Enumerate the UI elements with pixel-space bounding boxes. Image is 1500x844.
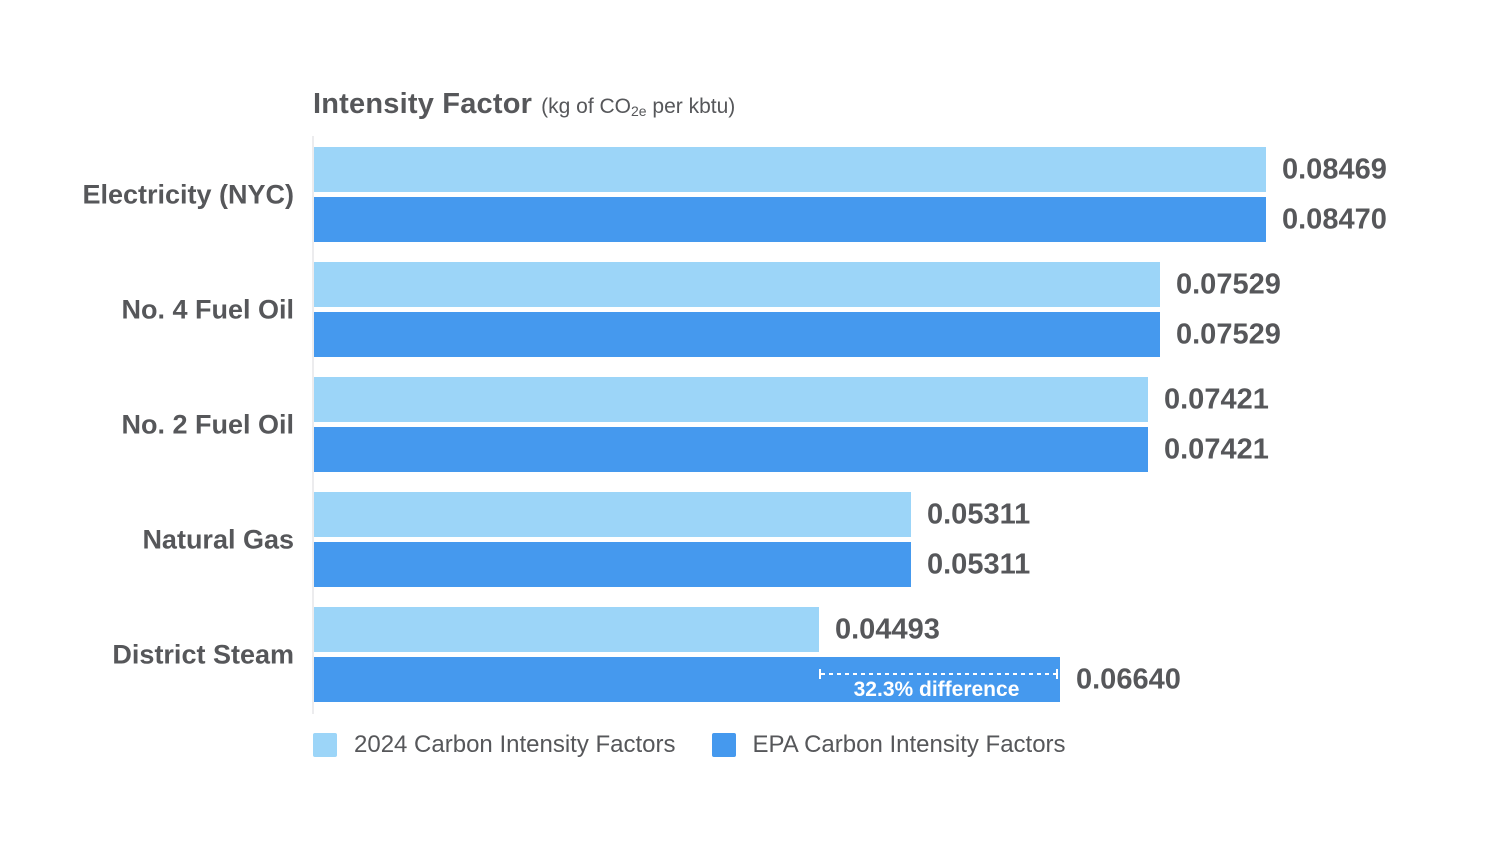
legend-label: 2024 Carbon Intensity Factors bbox=[354, 731, 676, 758]
difference-annotation: 32.3% difference bbox=[853, 678, 1020, 701]
category-label: Electricity (NYC) bbox=[82, 179, 294, 209]
bar-slot: 0.08469 bbox=[314, 147, 1387, 192]
bar-slot: 0.07529 bbox=[314, 312, 1281, 357]
bar-epa bbox=[314, 197, 1266, 242]
bar-2024 bbox=[314, 492, 911, 537]
plot-area: Electricity (NYC) 0.08469 0.08470 No. 4 Fue… bbox=[82, 147, 1387, 722]
chart-title-unit: (kg of CO2e per kbtu) bbox=[541, 95, 735, 119]
legend-label: EPA Carbon Intensity Factors bbox=[752, 731, 1066, 758]
legend-swatch bbox=[313, 733, 337, 757]
chart-row: Electricity (NYC) 0.08469 0.08470 bbox=[82, 147, 1387, 242]
value-label: 0.07421 bbox=[1164, 433, 1269, 465]
bar-slot: 0.05311 bbox=[314, 542, 1266, 587]
bar-slot: 0.04493 bbox=[314, 607, 1266, 652]
bar-epa bbox=[314, 427, 1148, 472]
bar-2024 bbox=[314, 377, 1148, 422]
value-label: 0.06640 bbox=[1076, 663, 1181, 695]
value-label: 0.08469 bbox=[1282, 153, 1387, 185]
y-axis-line bbox=[312, 136, 314, 714]
difference-measure-line bbox=[819, 669, 1058, 679]
legend-item: 2024 Carbon Intensity Factors bbox=[313, 731, 676, 759]
bar-epa bbox=[314, 312, 1160, 357]
legend-item: EPA Carbon Intensity Factors bbox=[711, 731, 1066, 759]
bar-2024 bbox=[314, 607, 819, 652]
bar-slot: 0.05311 bbox=[314, 492, 1266, 537]
category-label: No. 2 Fuel Oil bbox=[121, 409, 294, 439]
category-label: Natural Gas bbox=[142, 524, 294, 554]
bar-slot: 32.3% difference 0.06640 bbox=[314, 657, 1266, 702]
chart-row: No. 2 Fuel Oil 0.07421 0.07421 bbox=[121, 377, 1269, 472]
value-label: 0.07421 bbox=[1164, 383, 1269, 415]
chart-row: Natural Gas 0.05311 0.05311 bbox=[142, 492, 1266, 587]
bar-2024 bbox=[314, 147, 1266, 192]
bar-epa: 32.3% difference bbox=[314, 657, 1060, 702]
unit-text-post: per kbtu) bbox=[646, 95, 736, 118]
legend-swatch bbox=[711, 733, 736, 757]
value-label: 0.07529 bbox=[1176, 318, 1281, 350]
chart-title-main: Intensity Factor bbox=[313, 88, 533, 120]
value-label: 0.07529 bbox=[1176, 268, 1281, 300]
bar-slot: 0.07421 bbox=[314, 377, 1269, 422]
bar-2024 bbox=[314, 262, 1160, 307]
value-label: 0.08470 bbox=[1282, 203, 1387, 235]
dashed-line bbox=[821, 673, 1056, 675]
category-label: No. 4 Fuel Oil bbox=[121, 294, 294, 324]
unit-subscript: 2e bbox=[631, 103, 647, 119]
value-label: 0.05311 bbox=[927, 548, 1031, 580]
chart-title: Intensity Factor (kg of CO2e per kbtu) bbox=[313, 88, 735, 121]
category-label: District Steam bbox=[112, 639, 294, 669]
chart-row: District Steam 0.04493 32.3% difference 0.0… bbox=[112, 607, 1266, 702]
unit-text-pre: (kg of CO bbox=[541, 95, 631, 118]
value-label: 0.05311 bbox=[927, 498, 1031, 530]
bar-epa bbox=[314, 542, 911, 587]
chart-row: No. 4 Fuel Oil 0.07529 0.07529 bbox=[121, 262, 1281, 357]
bar-slot: 0.07421 bbox=[314, 427, 1269, 472]
bar-slot: 0.07529 bbox=[314, 262, 1281, 307]
bar-slot: 0.08470 bbox=[314, 197, 1387, 242]
value-label: 0.04493 bbox=[835, 613, 940, 645]
legend: 2024 Carbon Intensity Factors EPA Carbon … bbox=[313, 731, 1066, 759]
